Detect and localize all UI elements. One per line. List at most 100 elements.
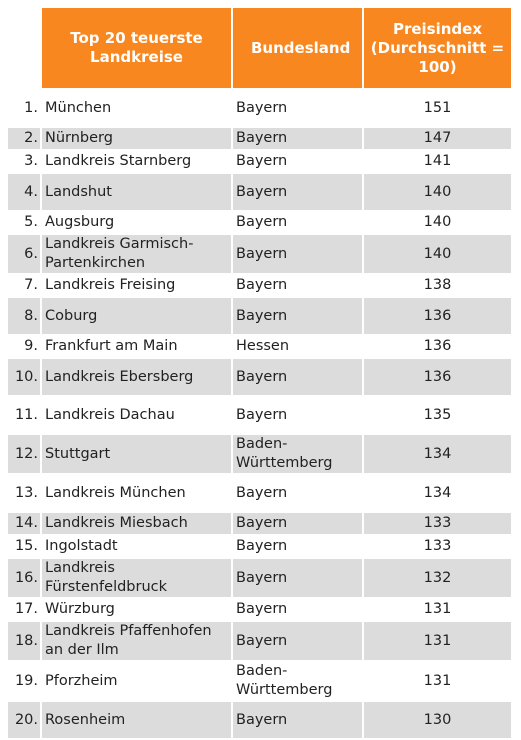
table-row: 20. Rosenheim Bayern 130 [8, 702, 511, 738]
table-row: 15. Ingolstadt Bayern 133 [8, 536, 511, 557]
state-cell: Bayern [233, 475, 362, 511]
price-index-cell: 133 [364, 536, 511, 557]
header-name: Top 20 teuerste Landkreise [42, 8, 231, 88]
price-index-cell: 136 [364, 298, 511, 334]
state-cell: Bayern [233, 359, 362, 395]
header-rank-blank [8, 8, 40, 88]
rank-cell: 5. [8, 212, 40, 233]
rank-cell: 3. [8, 151, 40, 172]
district-name-cell: Würzburg [42, 599, 231, 620]
price-index-cell: 140 [364, 235, 511, 273]
state-cell: Bayern [233, 622, 362, 660]
state-cell: Bayern [233, 513, 362, 534]
table-row: 14. Landkreis Miesbach Bayern 133 [8, 513, 511, 534]
table-row: 5. Augsburg Bayern 140 [8, 212, 511, 233]
rank-cell: 6. [8, 235, 40, 273]
rank-cell: 20. [8, 702, 40, 738]
district-name-cell: Landshut [42, 174, 231, 210]
district-name-cell: Landkreis Ebersberg [42, 359, 231, 395]
price-index-cell: 140 [364, 174, 511, 210]
table-row: 1. München Bayern 151 [8, 90, 511, 126]
header-index: Preisindex (Durchschnitt = 100) [364, 8, 511, 88]
state-cell: Bayern [233, 235, 362, 273]
table-row: 17. Würzburg Bayern 131 [8, 599, 511, 620]
table-row: 13. Landkreis München Bayern 134 [8, 475, 511, 511]
header-state: Bundesland [233, 8, 362, 88]
price-index-cell: 131 [364, 662, 511, 700]
state-cell: Bayern [233, 151, 362, 172]
district-name-cell: Ingolstadt [42, 536, 231, 557]
district-name-cell: München [42, 90, 231, 126]
state-cell: Bayern [233, 298, 362, 334]
price-index-cell: 131 [364, 622, 511, 660]
district-name-cell: Landkreis Dachau [42, 397, 231, 433]
state-cell: Baden-Württemberg [233, 435, 362, 473]
state-cell: Bayern [233, 174, 362, 210]
price-index-cell: 134 [364, 475, 511, 511]
price-index-cell: 136 [364, 336, 511, 357]
ranking-table: Top 20 teuerste Landkreise Bundesland Pr… [6, 6, 513, 740]
rank-cell: 13. [8, 475, 40, 511]
price-index-cell: 135 [364, 397, 511, 433]
table-row: 18. Landkreis Pfaffenhofen an der Ilm Baye… [8, 622, 511, 660]
table-row: 11. Landkreis Dachau Bayern 135 [8, 397, 511, 433]
price-index-cell: 141 [364, 151, 511, 172]
table-row: 4. Landshut Bayern 140 [8, 174, 511, 210]
rank-cell: 8. [8, 298, 40, 334]
district-name-cell: Rosenheim [42, 702, 231, 738]
district-name-cell: Augsburg [42, 212, 231, 233]
ranking-table-container: Top 20 teuerste Landkreise Bundesland Pr… [8, 8, 513, 740]
district-name-cell: Stuttgart [42, 435, 231, 473]
price-index-cell: 133 [364, 513, 511, 534]
price-index-cell: 136 [364, 359, 511, 395]
price-index-cell: 130 [364, 702, 511, 738]
table-row: 3. Landkreis Starnberg Bayern 141 [8, 151, 511, 172]
price-index-cell: 138 [364, 275, 511, 296]
state-cell: Bayern [233, 128, 362, 149]
state-cell: Bayern [233, 212, 362, 233]
state-cell: Bayern [233, 275, 362, 296]
state-cell: Bayern [233, 559, 362, 597]
rank-cell: 4. [8, 174, 40, 210]
rank-cell: 19. [8, 662, 40, 700]
district-name-cell: Pforzheim [42, 662, 231, 700]
table-row: 10. Landkreis Ebersberg Bayern 136 [8, 359, 511, 395]
table-row: 16. Landkreis Fürstenfeldbruck Bayern 132 [8, 559, 511, 597]
rank-cell: 17. [8, 599, 40, 620]
table-row: 19. Pforzheim Baden-Württemberg 131 [8, 662, 511, 700]
district-name-cell: Landkreis Pfaffenhofen an der Ilm [42, 622, 231, 660]
state-cell: Bayern [233, 90, 362, 126]
state-cell: Bayern [233, 397, 362, 433]
district-name-cell: Frankfurt am Main [42, 336, 231, 357]
price-index-cell: 132 [364, 559, 511, 597]
state-cell: Hessen [233, 336, 362, 357]
rank-cell: 7. [8, 275, 40, 296]
price-index-cell: 147 [364, 128, 511, 149]
table-row: 8. Coburg Bayern 136 [8, 298, 511, 334]
rank-cell: 15. [8, 536, 40, 557]
rank-cell: 18. [8, 622, 40, 660]
state-cell: Bayern [233, 536, 362, 557]
district-name-cell: Nürnberg [42, 128, 231, 149]
rank-cell: 1. [8, 90, 40, 126]
rank-cell: 14. [8, 513, 40, 534]
district-name-cell: Coburg [42, 298, 231, 334]
header-row: Top 20 teuerste Landkreise Bundesland Pr… [8, 8, 511, 88]
table-row: 2. Nürnberg Bayern 147 [8, 128, 511, 149]
rank-cell: 2. [8, 128, 40, 149]
district-name-cell: Landkreis Freising [42, 275, 231, 296]
table-header: Top 20 teuerste Landkreise Bundesland Pr… [8, 8, 511, 88]
rank-cell: 11. [8, 397, 40, 433]
price-index-cell: 151 [364, 90, 511, 126]
district-name-cell: Landkreis München [42, 475, 231, 511]
price-index-cell: 140 [364, 212, 511, 233]
state-cell: Bayern [233, 702, 362, 738]
state-cell: Bayern [233, 599, 362, 620]
district-name-cell: Landkreis Starnberg [42, 151, 231, 172]
price-index-cell: 134 [364, 435, 511, 473]
district-name-cell: Landkreis Garmisch-Partenkirchen [42, 235, 231, 273]
table-row: 6. Landkreis Garmisch-Partenkirchen Bayern… [8, 235, 511, 273]
district-name-cell: Landkreis Miesbach [42, 513, 231, 534]
rank-cell: 9. [8, 336, 40, 357]
table-row: 9. Frankfurt am Main Hessen 136 [8, 336, 511, 357]
